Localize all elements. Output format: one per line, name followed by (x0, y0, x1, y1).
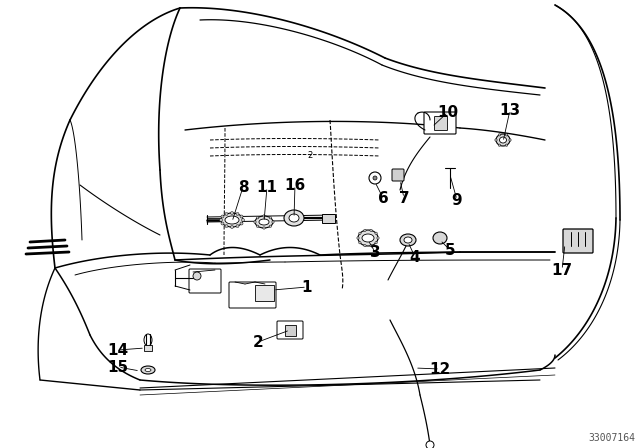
Circle shape (506, 144, 508, 146)
Circle shape (254, 221, 256, 223)
FancyBboxPatch shape (144, 345, 152, 351)
Ellipse shape (145, 369, 151, 371)
Circle shape (272, 221, 274, 223)
Text: 17: 17 (552, 263, 573, 277)
Ellipse shape (259, 219, 269, 225)
Text: 33007164: 33007164 (588, 433, 635, 443)
Circle shape (373, 176, 377, 180)
Ellipse shape (362, 234, 374, 242)
Circle shape (499, 134, 500, 136)
Ellipse shape (400, 234, 416, 246)
Circle shape (230, 211, 234, 215)
Circle shape (495, 139, 497, 141)
FancyBboxPatch shape (321, 214, 335, 223)
Text: 2: 2 (307, 151, 312, 159)
Circle shape (221, 215, 224, 218)
Circle shape (240, 222, 243, 225)
Circle shape (509, 139, 511, 141)
Text: 9: 9 (452, 193, 462, 207)
Text: 12: 12 (429, 362, 451, 376)
Text: 13: 13 (499, 103, 520, 117)
Circle shape (225, 212, 228, 215)
FancyBboxPatch shape (435, 116, 447, 130)
Text: 16: 16 (284, 177, 306, 193)
Circle shape (241, 219, 244, 221)
Circle shape (269, 225, 271, 228)
Circle shape (370, 229, 372, 232)
Ellipse shape (221, 213, 243, 227)
Circle shape (358, 241, 361, 244)
Circle shape (358, 232, 361, 234)
FancyBboxPatch shape (563, 229, 593, 253)
FancyBboxPatch shape (285, 324, 296, 336)
Ellipse shape (358, 230, 378, 246)
Text: 11: 11 (257, 180, 278, 194)
Text: 7: 7 (399, 190, 410, 206)
Ellipse shape (144, 334, 152, 346)
Circle shape (375, 241, 378, 244)
Circle shape (357, 237, 359, 239)
Ellipse shape (284, 210, 304, 226)
Text: 14: 14 (108, 343, 129, 358)
FancyBboxPatch shape (392, 169, 404, 181)
Ellipse shape (404, 237, 412, 243)
Circle shape (257, 216, 259, 219)
Circle shape (375, 232, 378, 234)
FancyBboxPatch shape (277, 321, 303, 339)
FancyBboxPatch shape (424, 112, 456, 134)
Circle shape (220, 219, 223, 221)
Circle shape (499, 144, 500, 146)
Circle shape (230, 225, 234, 228)
Text: 15: 15 (108, 359, 129, 375)
Ellipse shape (289, 214, 299, 222)
Circle shape (257, 225, 259, 228)
Ellipse shape (255, 216, 273, 228)
Circle shape (364, 229, 366, 232)
Circle shape (269, 216, 271, 219)
Circle shape (193, 272, 201, 280)
FancyBboxPatch shape (189, 269, 221, 293)
Circle shape (426, 441, 434, 448)
Text: 6: 6 (378, 190, 388, 206)
Circle shape (364, 245, 366, 247)
Text: 4: 4 (410, 250, 420, 264)
FancyBboxPatch shape (255, 284, 273, 301)
Ellipse shape (141, 366, 155, 374)
FancyBboxPatch shape (229, 282, 276, 308)
Circle shape (377, 237, 379, 239)
Circle shape (236, 212, 239, 215)
Text: 3: 3 (370, 245, 380, 259)
Circle shape (263, 215, 265, 217)
Text: 8: 8 (237, 180, 248, 194)
Circle shape (236, 224, 239, 228)
Circle shape (263, 227, 265, 229)
Text: 2: 2 (253, 335, 264, 349)
Circle shape (370, 245, 372, 247)
Ellipse shape (499, 137, 506, 143)
Circle shape (369, 172, 381, 184)
Circle shape (221, 222, 224, 225)
Text: 5: 5 (445, 242, 455, 258)
Ellipse shape (496, 134, 510, 146)
Circle shape (240, 215, 243, 218)
Ellipse shape (225, 216, 239, 224)
Text: 1: 1 (301, 280, 312, 294)
Circle shape (225, 224, 228, 228)
Circle shape (506, 134, 508, 136)
Text: 10: 10 (437, 104, 459, 120)
Ellipse shape (433, 232, 447, 244)
